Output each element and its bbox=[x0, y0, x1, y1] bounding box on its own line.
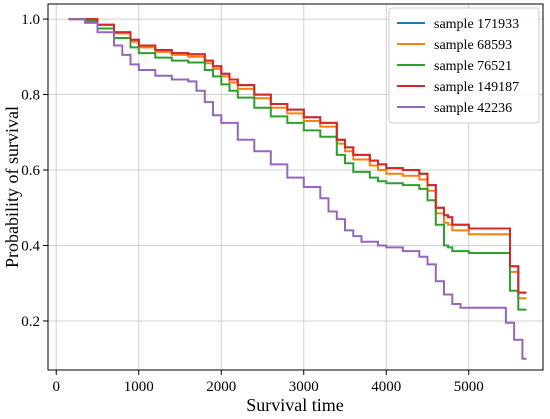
y-tick-label: 0.6 bbox=[21, 163, 40, 179]
y-tick-label: 1.0 bbox=[21, 12, 40, 28]
y-axis-label: Probability of survival bbox=[2, 106, 22, 268]
legend-box bbox=[388, 7, 540, 124]
x-tick-label: 1000 bbox=[124, 379, 154, 395]
x-tick-label: 3000 bbox=[289, 379, 319, 395]
x-tick-label: 5000 bbox=[454, 379, 484, 395]
y-tick-label: 0.2 bbox=[21, 314, 40, 330]
y-tick-label: 0.4 bbox=[21, 238, 40, 254]
legend-label: sample 171933 bbox=[434, 17, 519, 32]
series-line-sample-68593 bbox=[68, 18, 527, 300]
legend: sample 171933 sample 68593 sample 76521 sam… bbox=[388, 7, 540, 124]
y-tick-label: 0.8 bbox=[21, 88, 40, 104]
plot-frame bbox=[47, 3, 544, 371]
series-lines bbox=[68, 18, 527, 360]
series-line-sample-149187 bbox=[68, 18, 527, 294]
x-tick-label: 4000 bbox=[371, 379, 401, 395]
legend-label: sample 76521 bbox=[434, 59, 512, 74]
x-tick-label: 0 bbox=[53, 379, 61, 395]
axis-ticks: 0 1000 2000 3000 4000 5000 0.2 0.4 0.6 0.8 1.0 bbox=[21, 12, 484, 395]
legend-label: sample 42236 bbox=[434, 101, 512, 116]
x-axis-label: Survival time bbox=[246, 395, 344, 414]
legend-label: sample 68593 bbox=[434, 38, 512, 53]
series-line-sample-76521 bbox=[68, 18, 527, 311]
x-tick-label: 2000 bbox=[206, 379, 236, 395]
legend-label: sample 149187 bbox=[434, 80, 519, 95]
series-line-sample-42236 bbox=[68, 18, 527, 360]
